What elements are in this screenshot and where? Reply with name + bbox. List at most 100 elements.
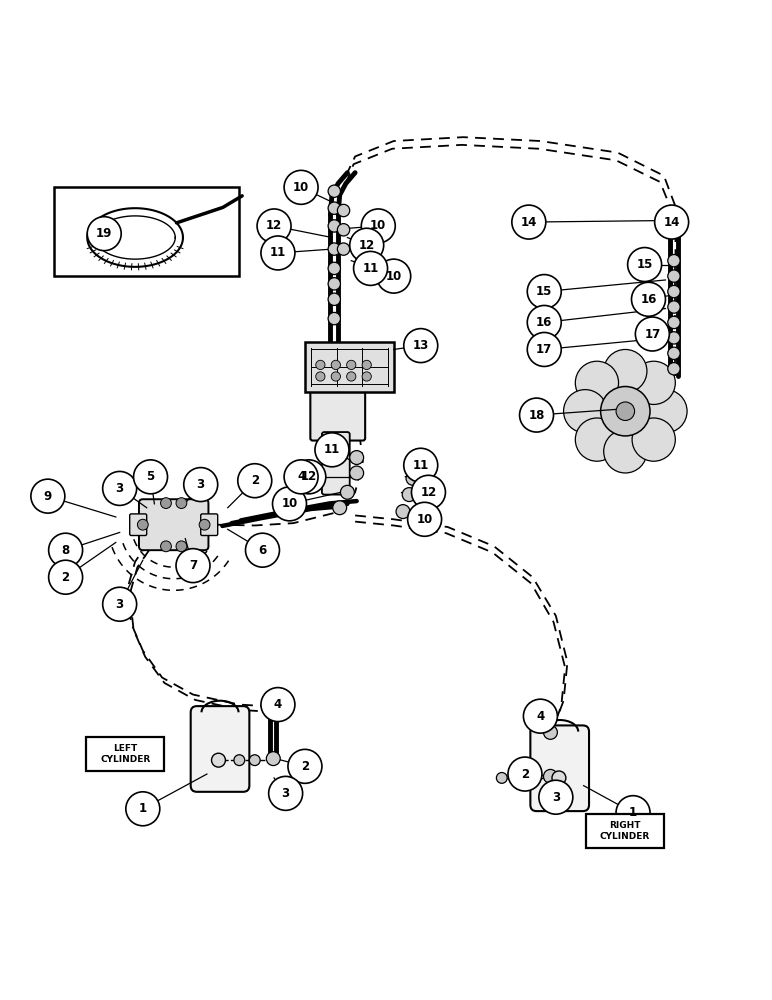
Circle shape	[328, 202, 340, 214]
Circle shape	[249, 755, 260, 766]
Circle shape	[103, 471, 137, 505]
Circle shape	[635, 317, 669, 351]
Circle shape	[543, 769, 557, 783]
Text: 11: 11	[269, 246, 286, 259]
Circle shape	[655, 205, 689, 239]
Circle shape	[331, 360, 340, 370]
Circle shape	[288, 749, 322, 783]
Circle shape	[176, 498, 187, 508]
Circle shape	[350, 228, 384, 262]
Circle shape	[337, 224, 350, 236]
Circle shape	[347, 372, 356, 381]
Circle shape	[668, 285, 680, 298]
Circle shape	[668, 363, 680, 375]
Circle shape	[316, 372, 325, 381]
Text: 2: 2	[301, 760, 309, 773]
Circle shape	[337, 204, 350, 217]
FancyBboxPatch shape	[139, 499, 208, 550]
Text: 5: 5	[147, 470, 154, 483]
FancyBboxPatch shape	[586, 814, 664, 848]
Text: 14: 14	[520, 216, 537, 229]
Circle shape	[49, 560, 83, 594]
Text: 11: 11	[412, 459, 429, 472]
Circle shape	[199, 519, 210, 530]
Text: 4: 4	[297, 470, 305, 483]
Circle shape	[512, 205, 546, 239]
Circle shape	[668, 301, 680, 313]
Circle shape	[261, 688, 295, 722]
Circle shape	[261, 236, 295, 270]
FancyBboxPatch shape	[322, 432, 350, 495]
Circle shape	[523, 699, 557, 733]
Circle shape	[668, 255, 680, 267]
Text: 14: 14	[663, 216, 680, 229]
Circle shape	[668, 347, 680, 359]
Text: RIGHT
CYLINDER: RIGHT CYLINDER	[600, 821, 650, 841]
Circle shape	[316, 360, 325, 370]
Circle shape	[284, 460, 318, 494]
Circle shape	[49, 533, 83, 567]
Circle shape	[257, 209, 291, 243]
Text: 2: 2	[521, 768, 529, 781]
Text: 11: 11	[323, 443, 340, 456]
Circle shape	[333, 501, 347, 515]
Circle shape	[527, 275, 561, 309]
Circle shape	[103, 587, 137, 621]
Circle shape	[406, 471, 420, 485]
FancyBboxPatch shape	[201, 514, 218, 536]
Circle shape	[402, 488, 416, 502]
Circle shape	[134, 460, 168, 494]
Circle shape	[328, 243, 340, 255]
Circle shape	[354, 251, 388, 285]
Circle shape	[543, 725, 557, 739]
Circle shape	[328, 185, 340, 197]
Circle shape	[377, 259, 411, 293]
Circle shape	[234, 755, 245, 766]
Circle shape	[616, 402, 635, 420]
Circle shape	[212, 753, 225, 767]
Circle shape	[396, 505, 410, 519]
Text: 15: 15	[536, 285, 553, 298]
Circle shape	[87, 217, 121, 251]
Circle shape	[292, 460, 326, 494]
Circle shape	[564, 390, 607, 433]
Circle shape	[632, 361, 676, 404]
Circle shape	[176, 549, 210, 583]
FancyBboxPatch shape	[305, 342, 394, 392]
Circle shape	[328, 293, 340, 305]
Text: LEFT
CYLINDER: LEFT CYLINDER	[100, 744, 151, 764]
Text: 12: 12	[266, 219, 283, 232]
Text: 1: 1	[629, 806, 637, 819]
Circle shape	[331, 372, 340, 381]
Circle shape	[575, 418, 618, 461]
Text: 10: 10	[385, 270, 402, 283]
Circle shape	[315, 433, 349, 467]
Text: 12: 12	[358, 239, 375, 252]
Circle shape	[631, 282, 665, 316]
Text: 12: 12	[300, 470, 317, 483]
Text: 3: 3	[282, 787, 290, 800]
Circle shape	[340, 485, 354, 499]
FancyBboxPatch shape	[310, 386, 365, 441]
Text: 3: 3	[116, 598, 124, 611]
Circle shape	[31, 479, 65, 513]
Text: 2: 2	[251, 474, 259, 487]
Circle shape	[668, 270, 680, 282]
Circle shape	[604, 349, 647, 393]
Circle shape	[496, 773, 507, 783]
Circle shape	[184, 468, 218, 502]
Text: 3: 3	[197, 478, 205, 491]
Circle shape	[269, 776, 303, 810]
Circle shape	[552, 771, 566, 785]
Circle shape	[520, 398, 554, 432]
Text: 4: 4	[274, 698, 282, 711]
Circle shape	[644, 390, 687, 433]
Circle shape	[508, 757, 542, 791]
Circle shape	[575, 361, 618, 404]
Text: 10: 10	[281, 497, 298, 510]
Circle shape	[512, 773, 523, 783]
Circle shape	[328, 312, 340, 325]
Text: 13: 13	[412, 339, 429, 352]
Circle shape	[668, 316, 680, 329]
Circle shape	[337, 243, 350, 255]
